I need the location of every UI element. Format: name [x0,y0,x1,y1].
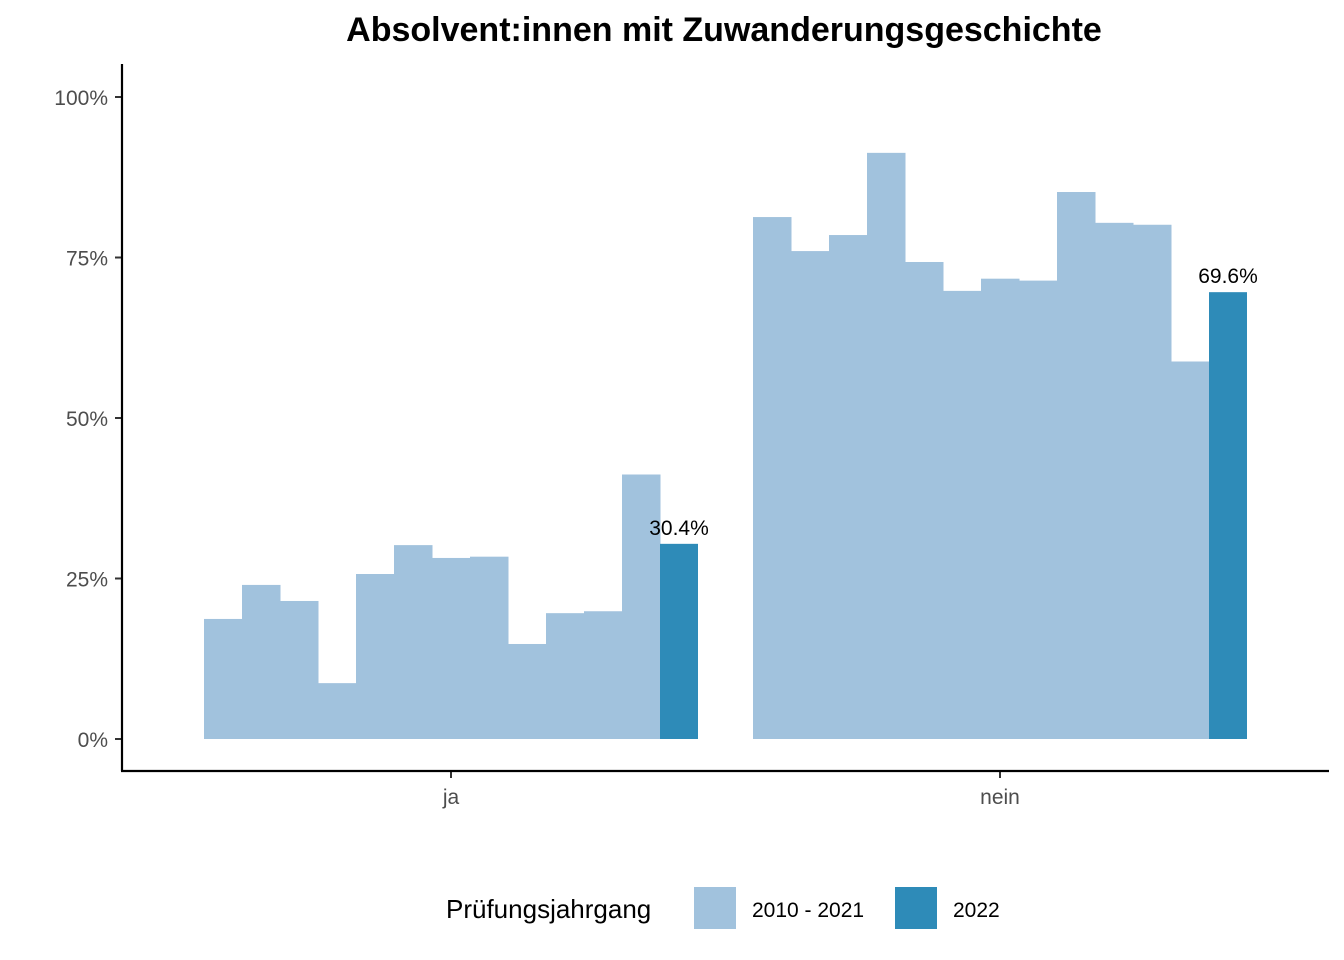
bar-historic [753,217,792,739]
bar-current [660,543,698,739]
bar-historic [1095,222,1134,739]
legend-swatch-historic [694,887,736,929]
bar-historic [867,152,906,739]
bar-historic [204,618,243,739]
y-tick-label: 100% [54,87,108,110]
bar-historic [318,683,357,739]
bar-historic [905,261,944,739]
bar-historic [432,557,471,739]
bar-historic [1057,192,1096,740]
legend-title: Prüfungsjahrgang [446,894,651,924]
y-tick-label: 75% [66,248,108,271]
plot-area: 0% 25% 50% 75% 100% 30.4% ja 69.6% nein [54,87,1257,809]
bar-historic [1019,280,1058,739]
bar-historic [1171,361,1210,739]
legend-label-current: 2022 [953,899,1000,922]
bar-historic [356,574,395,739]
bar-historic [791,251,830,739]
bar-historic [943,290,982,739]
bar-historic [546,613,585,739]
legend: Prüfungsjahrgang 2010 - 2021 2022 [446,887,1000,929]
legend-swatch-current [895,887,937,929]
bar-historic [981,278,1020,739]
bar-historic [1133,224,1172,739]
bar-historic [394,545,433,739]
bar-historic [242,584,281,739]
x-tick-label: ja [442,786,460,809]
bar-historic [470,556,509,739]
data-label: 30.4% [649,517,709,540]
bar-historic [584,611,623,739]
chart-title: Absolvent:innen mit Zuwanderungsgeschich… [346,11,1102,49]
bar-historic [622,474,661,739]
y-tick-label: 25% [66,569,108,592]
y-tick-label: 50% [66,408,108,431]
x-tick-label: nein [980,786,1020,809]
y-tick-label: 0% [78,729,108,752]
legend-label-historic: 2010 - 2021 [752,899,864,922]
bar-historic [280,600,319,739]
bar-historic [829,235,868,739]
bar-historic [508,643,547,739]
bar-current [1209,292,1247,739]
data-label: 69.6% [1198,265,1258,288]
